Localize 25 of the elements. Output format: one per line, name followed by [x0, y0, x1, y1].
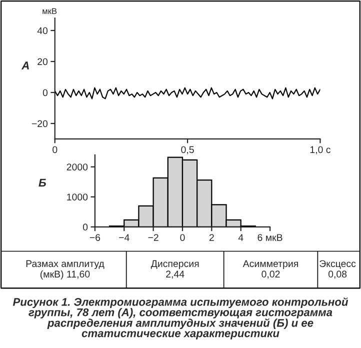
y-tick-label: 0 — [42, 89, 48, 96]
y-tick-label: 40 — [37, 27, 48, 34]
text: Асимметрия 0,02 — [242, 260, 298, 279]
y-tick-label: 1000 — [67, 194, 88, 200]
y-tick-label: 0 — [82, 224, 88, 231]
x-tick-label: −6 — [90, 234, 100, 241]
x-tick-label: 0,5 — [181, 146, 194, 154]
x-tick-label: 6 мкВ — [258, 234, 282, 241]
x-tick-label: 2 — [209, 234, 214, 241]
x-tick-label: −4 — [119, 234, 130, 241]
text: Эксцесс 0,08 — [320, 260, 356, 279]
y-axis-title: мкВ — [42, 8, 57, 14]
text: Б — [38, 178, 46, 187]
x-tick-label: 4 — [238, 234, 244, 241]
y-tick-label: 20 — [38, 58, 48, 66]
text: Рисунок 1. Электромиограмма испытуемого контрольной группы, 78 лет (А), соответствующая гистограмма распределения амплитудных значений (Б) и ее статистические характеристики — [12, 297, 348, 340]
x-tick-label: −2 — [148, 234, 158, 241]
x-tick-label: 0 — [52, 146, 58, 154]
y-tick-label: −20 — [32, 120, 48, 128]
x-tick-label: 0 — [180, 234, 185, 241]
text: Размах амплитуд (мкВ) 11,60 — [26, 260, 104, 280]
x-tick-label: 1,0 с — [310, 146, 330, 154]
text: А — [21, 62, 29, 70]
text: Дисперсия 2,44 — [150, 260, 199, 279]
y-tick-label: 2000 — [66, 164, 88, 170]
